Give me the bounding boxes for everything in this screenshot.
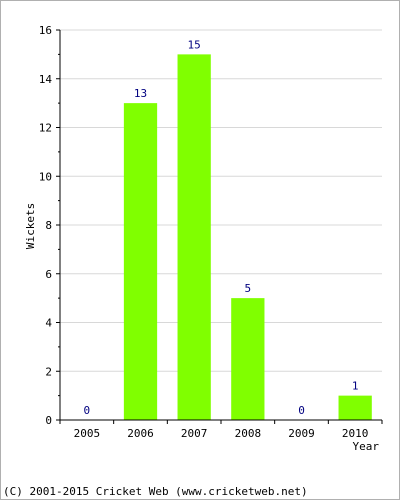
bar-value-label: 0: [298, 404, 305, 417]
y-tick-label: 4: [45, 317, 52, 330]
x-tick-label: 2005: [74, 427, 101, 440]
x-tick-label: 2009: [288, 427, 315, 440]
x-axis-label: Year: [353, 440, 380, 453]
x-tick-label: 2010: [342, 427, 369, 440]
bar-value-label: 5: [245, 282, 252, 295]
y-tick-labels: 0 2 4 6 8 10 12 14 16: [39, 24, 53, 427]
y-tick-label: 6: [45, 268, 52, 281]
y-tick-label: 16: [39, 24, 52, 37]
axes: [56, 29, 383, 424]
bar-value-label: 13: [134, 87, 147, 100]
gridlines: [60, 29, 382, 372]
bar: [177, 54, 211, 420]
copyright-footer: (C) 2001-2015 Cricket Web (www.cricketwe…: [3, 485, 308, 498]
bar: [338, 395, 372, 420]
y-tick-label: 0: [45, 414, 52, 427]
bar: [123, 103, 158, 420]
x-tick-label: 2006: [127, 427, 154, 440]
y-tick-label: 10: [39, 170, 52, 183]
x-tick-labels: 2005 2006 2007 2008 2009 2010: [74, 427, 369, 440]
bars: [123, 54, 372, 420]
y-tick-label: 14: [39, 73, 53, 86]
y-tick-label: 12: [39, 122, 52, 135]
bar: [231, 298, 265, 420]
x-tick-label: 2008: [235, 427, 262, 440]
y-tick-label: 8: [45, 219, 52, 232]
y-axis-label: Wickets: [24, 203, 37, 249]
bar-value-label: 15: [188, 38, 201, 51]
x-tick-label: 2007: [181, 427, 208, 440]
y-tick-label: 2: [45, 365, 52, 378]
bar-value-label: 1: [352, 380, 359, 393]
bar-value-label: 0: [84, 404, 91, 417]
bar-value-labels: 0 13 15 5 0 1: [84, 38, 359, 417]
